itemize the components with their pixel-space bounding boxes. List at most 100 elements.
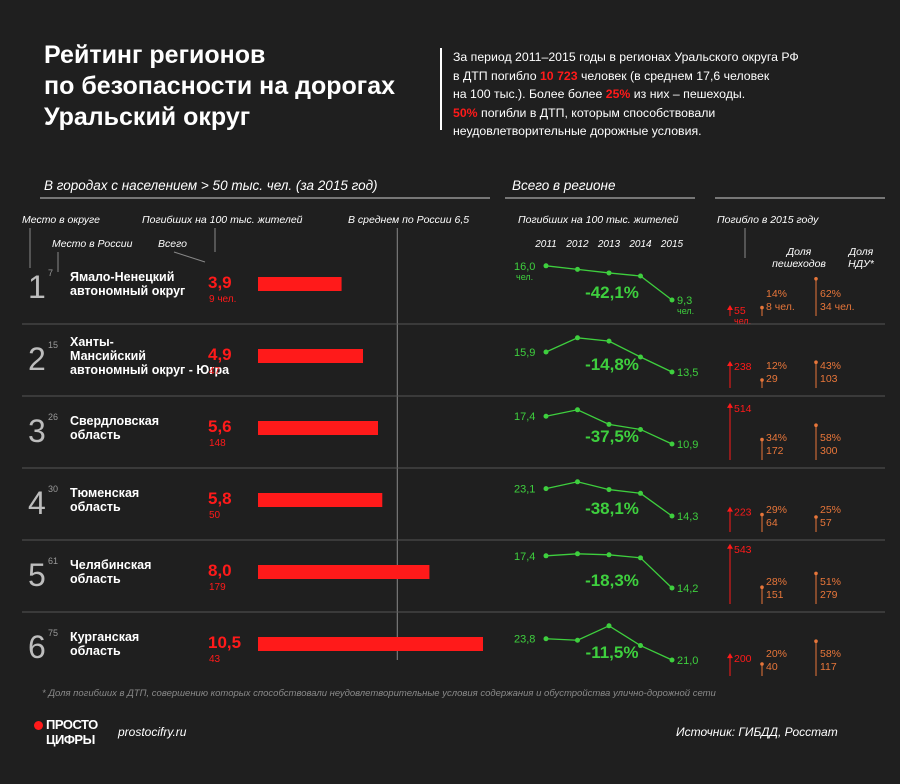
region-name: область [70,500,121,514]
deaths-2015-arrowhead [727,305,733,310]
rank-district: 3 [28,413,46,449]
ndu-pct: 51% [820,576,841,588]
trend-point [575,637,580,643]
pedestrian-count: 40 [766,661,778,673]
trend-point [669,657,675,663]
rank-district: 4 [28,485,46,521]
deaths-2015-arrowhead [727,543,733,549]
ndu-count: 57 [820,517,832,529]
pedestrian-count: 64 [766,517,778,529]
site-link[interactable]: prostocifry.ru [118,725,187,739]
year-label: 2011 [534,239,557,250]
pedestrian-pct: 14% [766,288,787,300]
intro-pedestrian-share: 25% [605,87,631,101]
pedestrian-marker [760,662,764,666]
trend-point [543,263,549,269]
trend-start-value: 23,1 [514,484,535,496]
trend-point [669,441,675,447]
ndu-marker [814,423,818,428]
ndu-count: 103 [820,373,838,385]
ndu-count: 300 [820,445,838,457]
trend-change: -14,8% [585,355,639,374]
trend-end-value: 9,3 [677,295,692,307]
trend-change: -42,1% [585,283,639,302]
rank-russia: 26 [48,412,58,422]
label-died-2015: Погибло в 2015 году [717,214,819,226]
pedestrian-count: 151 [766,589,784,601]
trend-point [543,486,549,492]
trend-start-value: 17,4 [514,551,535,563]
intro-text-part: в ДТП погибло [453,68,540,83]
ndu-count: 279 [820,589,838,601]
pedestrian-marker [760,512,764,517]
pedestrian-pct: 28% [766,576,787,588]
rate-bar [258,493,383,507]
label-ndu-share: Доля НДУ* [848,246,874,270]
trend-point [575,407,580,413]
trend-point [543,636,549,642]
trend-end-value: 13,5 [677,367,698,379]
pedestrian-marker [760,305,764,310]
rate-bar [258,421,378,435]
intro-divider [440,48,442,130]
ndu-marker [814,515,818,519]
rate-bar [258,637,483,651]
ndu-marker [814,639,818,643]
region-name: область [70,644,121,658]
footnote: * Доля погибших в ДТП, совершению которы… [42,688,716,699]
intro-text-part: на 100 тыс.). Более более [453,87,606,101]
pedestrian-pct: 12% [766,360,787,372]
ndu-marker [814,360,818,365]
region-name: область [70,572,121,586]
total-deaths: 179 [209,582,226,593]
ndu-marker [814,571,818,576]
year-label: 2014 [628,239,652,250]
trend-point [543,349,549,355]
ndu-pct: 58% [820,432,841,444]
logo-line-1: ПРОСТО [46,717,98,732]
deaths-2015-value: 200 [734,653,752,665]
total-deaths: 50 [209,510,221,521]
pedestrian-count: 8 чел. [766,301,795,313]
region-name: Мансийский [70,349,146,363]
year-label: 2013 [597,239,621,250]
trend-point [669,513,675,519]
trend-end-value: 10,9 [677,439,698,451]
trend-point [638,643,643,649]
page-title: Рейтинг регионов по безопасности на доро… [44,40,395,133]
pedestrian-marker [760,437,764,442]
deaths-2015-value: 514 [734,403,752,415]
region-name: автономный округ - Югра [70,363,230,377]
intro-text: За период 2011–2015 годы в регионах Урал… [453,48,883,141]
rank-russia: 61 [48,556,58,566]
rank-russia: 15 [48,340,58,350]
label-place-district: Место в округе [22,214,100,226]
total-deaths: 43 [209,654,221,665]
intro-text-part: из них – пешеходы. [630,87,746,101]
trend-point [575,335,580,341]
pedestrian-marker [760,378,764,382]
trend-start-value: 17,4 [514,411,535,423]
deaths-2015-value: 238 [734,361,752,373]
trend-point [606,487,612,493]
region-name: Курганская [70,630,139,644]
trend-end-value: 21,0 [677,655,698,667]
intro-line-4: 50% погибли в ДТП, которым способствовал… [453,104,883,123]
trend-point [606,623,612,629]
logo-mark-icon [34,721,43,730]
trend-change: -11,5% [586,643,639,662]
label-place-russia: Место в России [52,238,133,250]
intro-line-2: в ДТП погибло 10 723 человек (в среднем … [453,67,883,86]
ndu-pct: 43% [820,360,841,372]
trend-point [638,555,643,561]
label-region-per-100k: Погибших на 100 тыс. жителей [518,214,679,226]
intro-ndu-share: 50% [453,105,478,120]
region-name: автономный округ [70,284,185,298]
trend-point [543,553,549,559]
rank-russia: 7 [48,268,53,278]
trend-point [606,421,612,427]
deaths-2015-arrowhead [727,402,733,408]
ndu-marker [814,277,818,281]
